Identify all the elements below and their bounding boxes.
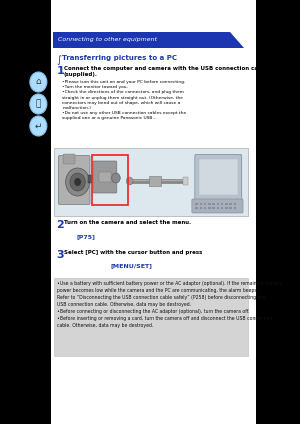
Circle shape	[74, 178, 81, 186]
Circle shape	[126, 177, 133, 185]
Bar	[217, 207, 219, 209]
Circle shape	[70, 173, 85, 191]
FancyBboxPatch shape	[192, 199, 243, 213]
Circle shape	[30, 72, 47, 92]
Text: •Please turn this unit on and your PC before connecting.
•Turn the monitor towar: •Please turn this unit on and your PC be…	[62, 80, 187, 120]
FancyBboxPatch shape	[58, 156, 90, 204]
Bar	[208, 207, 211, 209]
Circle shape	[66, 168, 89, 196]
Bar	[225, 203, 228, 205]
Text: ⌂: ⌂	[35, 78, 41, 86]
Bar	[234, 203, 236, 205]
Bar	[200, 203, 202, 205]
Polygon shape	[230, 32, 244, 48]
Text: Connecting to other equipment: Connecting to other equipment	[58, 37, 157, 42]
Bar	[200, 207, 202, 209]
Bar	[53, 32, 244, 48]
Bar	[230, 203, 232, 205]
Text: Transferring pictures to a PC: Transferring pictures to a PC	[62, 55, 177, 61]
Bar	[208, 203, 211, 205]
Bar	[212, 207, 215, 209]
Bar	[204, 203, 206, 205]
Circle shape	[30, 94, 47, 114]
FancyBboxPatch shape	[93, 161, 117, 193]
Bar	[54, 278, 248, 356]
Bar	[195, 207, 198, 209]
FancyBboxPatch shape	[63, 154, 75, 164]
Bar	[183, 177, 188, 185]
FancyBboxPatch shape	[195, 154, 242, 201]
Bar	[92, 155, 128, 205]
Bar	[99, 172, 111, 182]
Bar	[149, 176, 161, 186]
Text: 3: 3	[56, 250, 64, 260]
Bar	[212, 203, 215, 205]
Text: •Use a battery with sufficient battery power or the AC adaptor (optional). If th: •Use a battery with sufficient battery p…	[57, 281, 282, 328]
Text: Connect the computer and camera with the USB connection cable
(supplied).: Connect the computer and camera with the…	[64, 66, 268, 77]
Text: [P75]: [P75]	[77, 234, 96, 239]
Bar	[225, 207, 228, 209]
Text: ↵: ↵	[34, 122, 42, 131]
Bar	[199, 159, 238, 195]
Bar	[0, 0, 51, 424]
Circle shape	[112, 173, 120, 183]
Text: [MENU/SET]: [MENU/SET]	[111, 263, 153, 268]
Text: Turn on the camera and select the menu.: Turn on the camera and select the menu.	[64, 220, 191, 225]
Bar	[217, 203, 219, 205]
Bar	[195, 203, 198, 205]
Text: ⎕: ⎕	[36, 100, 41, 109]
Bar	[230, 207, 232, 209]
Text: 2: 2	[56, 220, 64, 230]
Bar	[234, 207, 236, 209]
Text: ∫: ∫	[56, 55, 61, 65]
Bar	[221, 207, 223, 209]
Text: Select [PC] with the cursor button and press: Select [PC] with the cursor button and p…	[64, 250, 202, 255]
Bar	[51, 0, 256, 424]
Circle shape	[30, 116, 47, 136]
Bar	[54, 148, 248, 216]
Bar	[221, 203, 223, 205]
Text: 1: 1	[56, 66, 64, 76]
Bar	[204, 207, 206, 209]
Bar	[88, 175, 92, 183]
